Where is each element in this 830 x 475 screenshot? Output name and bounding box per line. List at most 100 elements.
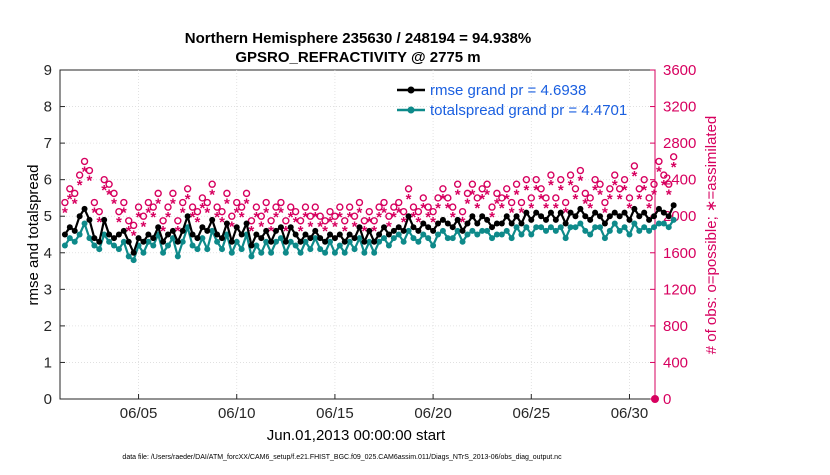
rmse-point — [400, 227, 407, 234]
obs-possible-marker — [414, 207, 423, 216]
rmse-point — [174, 238, 181, 245]
rmse-point — [597, 213, 604, 220]
rmse-point — [273, 227, 280, 234]
obs-possible-marker — [242, 189, 251, 198]
totalspread-point — [415, 238, 422, 245]
rmse-point — [336, 231, 343, 238]
rmse-point — [356, 224, 363, 231]
totalspread-point — [469, 227, 476, 234]
obs-possible-marker — [80, 157, 89, 166]
obs-possible-marker — [61, 198, 69, 207]
obs-possible-marker — [360, 217, 369, 225]
totalspread-point — [204, 246, 211, 253]
rmse-point — [130, 249, 137, 256]
rmse-point — [351, 235, 358, 242]
obs-possible-marker — [566, 171, 575, 179]
totalspread-point — [636, 227, 643, 234]
totalspread-point — [282, 249, 289, 256]
totalspread-point — [660, 220, 667, 227]
obs-assimilated-marker: * — [141, 218, 147, 235]
obs-possible-marker — [188, 203, 197, 211]
obs-assimilated-marker: * — [150, 209, 156, 226]
rmse-point — [71, 227, 78, 234]
totalspread-point — [366, 238, 373, 245]
obs-possible-marker — [311, 203, 319, 211]
totalspread-point — [572, 224, 579, 231]
totalspread-point — [503, 227, 510, 234]
totalspread-point — [194, 246, 201, 253]
y2-zero-marker — [651, 395, 659, 403]
rmse-point — [91, 235, 98, 242]
obs-possible-marker — [665, 180, 673, 188]
totalspread-point — [435, 231, 442, 238]
x-tick-label: 06/10 — [218, 405, 256, 422]
obs-assimilated-marker: * — [494, 196, 500, 213]
obs-possible-marker — [159, 217, 167, 225]
rmse-point — [503, 213, 510, 220]
rmse-point — [538, 213, 545, 220]
rmse-point — [331, 235, 338, 242]
totalspread-point — [464, 231, 471, 238]
obs-assimilated-marker: * — [376, 209, 382, 226]
x-axis-label: Jun.01,2013 00:00:00 start — [267, 427, 446, 444]
y2-tick-label: 1200 — [663, 281, 696, 298]
x-axis-ticks: 06/05 06/10 06/15 06/20 06/25 06/30 — [120, 394, 648, 422]
rmse-point — [611, 209, 618, 216]
obs-assimilated-marker: * — [636, 191, 642, 208]
obs-assimilated-marker: * — [96, 214, 102, 231]
obs-assimilated-marker: * — [239, 209, 245, 226]
obs-assimilated-marker: * — [641, 182, 647, 199]
rmse-point — [543, 216, 550, 223]
obs-assimilated-marker: * — [126, 223, 132, 240]
totalspread-point — [577, 220, 584, 227]
obs-possible-marker — [395, 198, 403, 207]
obs-possible-marker — [463, 189, 472, 198]
rmse-point — [214, 231, 221, 238]
obs-possible-marker — [399, 207, 408, 216]
totalspread-point — [219, 246, 226, 253]
totalspread-point — [351, 246, 358, 253]
rmse-point — [572, 213, 579, 220]
totalspread-point — [459, 238, 466, 245]
rmse-point — [238, 231, 245, 238]
totalspread-point — [292, 242, 299, 249]
obs-assimilated-marker: * — [631, 168, 637, 185]
obs-assimilated-marker: * — [91, 205, 97, 222]
obs-assimilated-marker: * — [165, 209, 171, 226]
obs-assimilated-marker: * — [548, 177, 554, 194]
obs-possible-marker — [257, 212, 265, 220]
rmse-point — [169, 227, 176, 234]
obs-possible-marker — [345, 203, 354, 211]
obs-assimilated-marker: * — [465, 196, 471, 213]
rmse-point — [317, 235, 324, 242]
totalspread-point — [145, 238, 152, 245]
obs-assimilated-marker: * — [62, 205, 68, 222]
totalspread-point — [307, 246, 314, 253]
obs-possible-marker — [125, 217, 133, 225]
totalspread-point — [322, 249, 329, 256]
obs-possible-marker — [164, 203, 172, 211]
rmse-point — [415, 227, 422, 234]
obs-assimilated-marker: * — [646, 200, 652, 217]
totalspread-point — [430, 242, 437, 249]
y-tick-label: 5 — [44, 208, 52, 225]
totalspread-point — [356, 235, 363, 242]
obs-assimilated-marker: * — [440, 191, 446, 208]
obs-possible-marker — [267, 217, 275, 225]
obs-possible-marker — [193, 207, 202, 216]
legend-rmse-marker — [407, 86, 415, 94]
obs-assimilated-marker: * — [131, 228, 137, 245]
totalspread-point — [302, 238, 309, 245]
obs-assimilated-marker: * — [396, 205, 402, 222]
obs-possible-marker — [434, 194, 442, 202]
totalspread-point — [199, 235, 206, 242]
y2-tick-label: 3600 — [663, 62, 696, 79]
rmse-point — [646, 216, 653, 223]
rmse-point — [439, 216, 446, 223]
obs-assimilated-marker: * — [180, 205, 186, 222]
rmse-point — [557, 209, 564, 216]
totalspread-point — [611, 220, 618, 227]
x-tick-label: 06/20 — [414, 405, 452, 422]
totalspread-point — [489, 235, 496, 242]
obs-possible-marker — [532, 175, 540, 184]
